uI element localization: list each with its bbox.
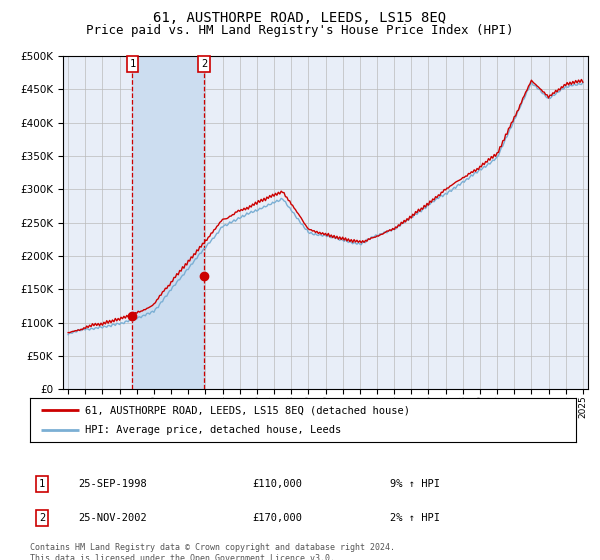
Text: Price paid vs. HM Land Registry's House Price Index (HPI): Price paid vs. HM Land Registry's House … [86,24,514,36]
Text: 61, AUSTHORPE ROAD, LEEDS, LS15 8EQ: 61, AUSTHORPE ROAD, LEEDS, LS15 8EQ [154,11,446,25]
Text: HPI: Average price, detached house, Leeds: HPI: Average price, detached house, Leed… [85,425,341,435]
Text: Contains HM Land Registry data © Crown copyright and database right 2024.
This d: Contains HM Land Registry data © Crown c… [30,543,395,560]
Text: 2% ↑ HPI: 2% ↑ HPI [390,513,440,523]
Text: 1: 1 [39,479,45,489]
Text: 2: 2 [201,59,207,69]
Text: £110,000: £110,000 [252,479,302,489]
Text: 61, AUSTHORPE ROAD, LEEDS, LS15 8EQ (detached house): 61, AUSTHORPE ROAD, LEEDS, LS15 8EQ (det… [85,405,410,415]
Text: 25-NOV-2002: 25-NOV-2002 [78,513,147,523]
Text: 2: 2 [39,513,45,523]
Bar [133,56,204,389]
Text: 9% ↑ HPI: 9% ↑ HPI [390,479,440,489]
Text: £170,000: £170,000 [252,513,302,523]
Text: 25-SEP-1998: 25-SEP-1998 [78,479,147,489]
Text: 1: 1 [130,59,136,69]
